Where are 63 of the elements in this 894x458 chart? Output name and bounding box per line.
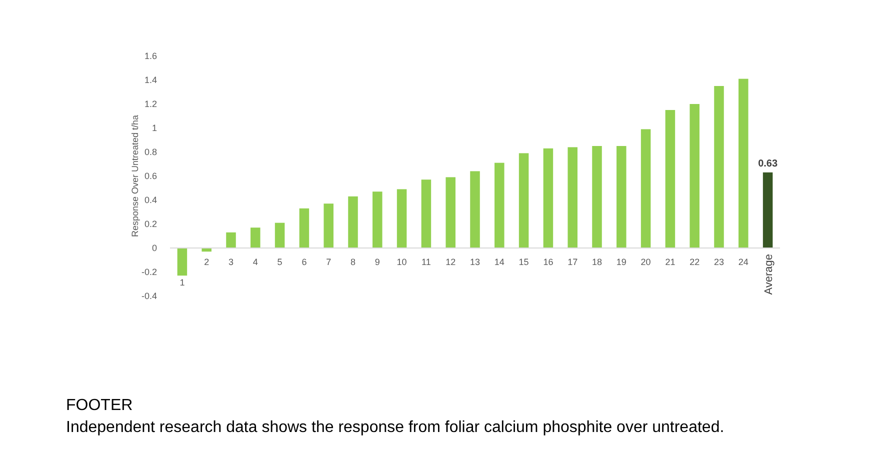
x-tick-label: 2	[204, 257, 210, 267]
x-tick-label: 24	[738, 257, 748, 267]
bar	[446, 177, 456, 248]
bar	[762, 172, 773, 248]
bar	[616, 146, 626, 248]
y-tick-label: 0.2	[144, 218, 157, 229]
bar	[518, 153, 529, 248]
bar	[348, 196, 358, 248]
x-tick-label: 4	[252, 257, 258, 267]
text: Independent research data shows the response from foliar calcium phosphite over untreated.	[66, 419, 724, 436]
x-tick-label: 9	[374, 257, 380, 267]
x-tick-label: 17	[568, 257, 578, 267]
bar	[494, 162, 504, 248]
y-axis-title: Response Over Untreated t/ha	[130, 114, 140, 238]
bar	[177, 248, 188, 276]
x-tick-label: 20	[640, 257, 651, 267]
bar	[470, 171, 480, 248]
x-tick-label: 14	[494, 257, 504, 267]
x-tick-label: 16	[543, 257, 554, 267]
text: FOOTER	[66, 397, 133, 414]
bar	[396, 189, 407, 248]
bar	[714, 86, 724, 248]
x-tick-label: 6	[302, 257, 307, 267]
y-tick-label: 1.6	[144, 50, 157, 61]
bar	[568, 147, 578, 248]
data-label: 0.63	[758, 158, 778, 170]
y-tick-label: 0.8	[144, 146, 157, 157]
x-tick-label: 12	[446, 257, 456, 267]
x-tick-label: 22	[690, 257, 700, 267]
y-tick-label: -0.4	[141, 290, 157, 301]
y-tick-label: 0.6	[144, 170, 157, 181]
bar	[226, 232, 236, 248]
x-tick-label: 15	[518, 257, 529, 267]
x-tick-label: 3	[228, 257, 234, 267]
x-tick-label: 7	[326, 257, 332, 267]
x-tick-label: Average	[762, 254, 775, 295]
y-tick-label: 1.2	[144, 98, 157, 109]
x-tick-label: 19	[616, 257, 626, 267]
y-tick-label: 1	[152, 122, 157, 133]
bar	[299, 208, 310, 248]
bar	[592, 146, 602, 248]
x-tick-label: 23	[714, 257, 724, 267]
bar	[738, 78, 748, 248]
y-tick-label: -0.2	[141, 266, 157, 277]
x-tick-label: 21	[665, 257, 676, 267]
bar	[421, 180, 432, 248]
bar	[250, 228, 260, 248]
bar	[665, 110, 676, 248]
x-tick-label: 13	[470, 257, 480, 267]
y-tick-label: 1.4	[144, 74, 157, 85]
x-tick-label: 11	[422, 257, 431, 267]
x-tick-label: 8	[350, 257, 356, 267]
x-tick-label: 18	[592, 257, 602, 267]
y-tick-label: 0	[152, 242, 157, 253]
bar	[274, 222, 285, 248]
bar	[543, 148, 554, 248]
bar	[324, 204, 334, 248]
x-tick-label: 5	[277, 257, 282, 267]
x-tick-label: 10	[396, 257, 407, 267]
bar	[690, 104, 700, 248]
y-tick-label: 0.4	[144, 194, 157, 205]
bar	[640, 129, 651, 248]
bar	[372, 192, 382, 248]
